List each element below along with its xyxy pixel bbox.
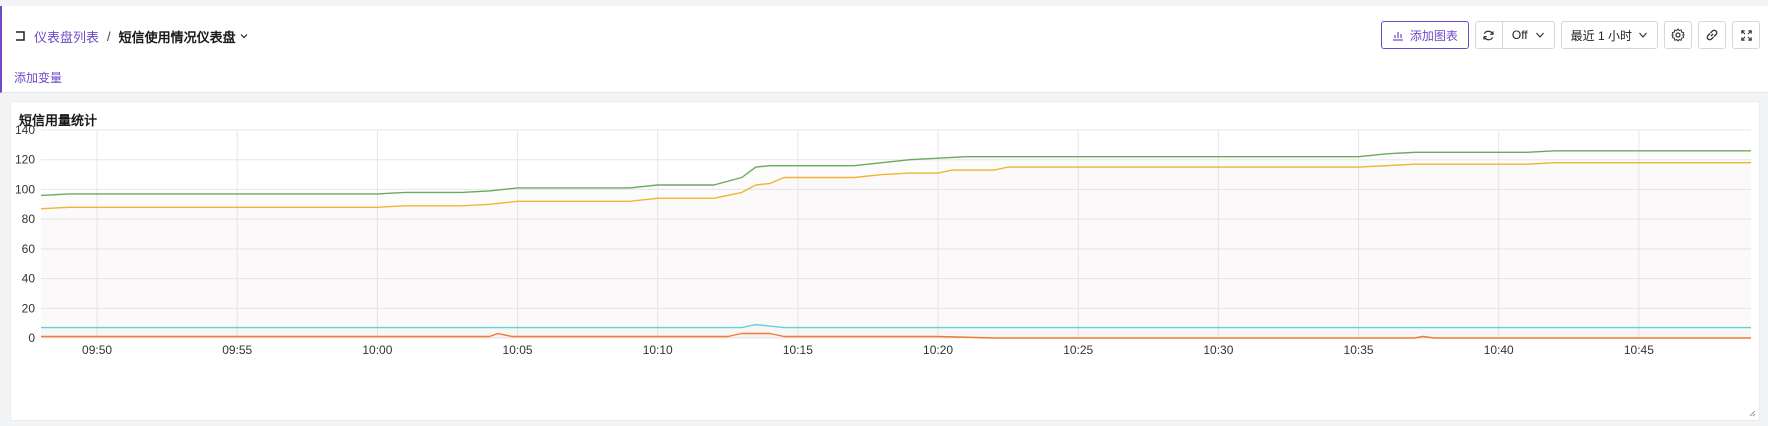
chevron-down-icon: [1639, 32, 1647, 38]
refresh-control: Off: [1474, 21, 1555, 49]
y-tick-label: 80: [22, 212, 36, 226]
x-tick-label: 10:30: [1203, 343, 1233, 357]
y-tick-label: 0: [28, 331, 35, 345]
add-chart-label: 添加图表: [1409, 28, 1458, 43]
y-tick-label: 20: [22, 301, 36, 315]
x-tick-label: 10:15: [783, 343, 813, 357]
y-tick-label: 60: [22, 242, 36, 256]
series-line: [41, 332, 1751, 339]
add-chart-button[interactable]: 添加图表: [1380, 21, 1469, 49]
share-link-button[interactable]: [1698, 21, 1726, 49]
chart-add-icon: [1392, 32, 1403, 41]
x-tick-label: 09:50: [82, 343, 112, 357]
toolbar: 添加图表 Off 最近 1 小时: [1380, 21, 1760, 49]
y-tick-label: 40: [22, 272, 36, 286]
link-icon: [1706, 29, 1718, 41]
add-variable-link[interactable]: 添加变量: [14, 71, 63, 85]
chart-title: 短信用量统计: [19, 113, 98, 128]
top-strip: [0, 0, 1768, 6]
x-tick-label: 10:45: [1624, 343, 1654, 357]
back-icon[interactable]: [14, 29, 28, 43]
dashboard-header: 仪表盘列表 / 短信使用情况仪表盘 添加变量 添加图表: [0, 6, 1768, 93]
x-tick-label: 10:10: [643, 343, 673, 357]
settings-icon: [1671, 28, 1685, 42]
settings-button[interactable]: [1664, 21, 1692, 49]
line-chart: 0 20 40 60 80 100 120 140 09:50 09:55 10:00 10:05 10…: [15, 123, 1751, 357]
series-line: [40, 150, 1751, 197]
chart-panel: 短信用量统计 0 20 40 60 80 100 120 140 09:50 09:55 10:00…: [10, 101, 1760, 421]
breadcrumb: 仪表盘列表 / 短信使用情况仪表盘: [14, 26, 249, 46]
refresh-button[interactable]: [1476, 22, 1503, 48]
x-tick-label: 10:00: [362, 343, 392, 357]
page-title: 短信使用情况仪表盘: [118, 29, 236, 45]
time-range-value: 最近 1 小时: [1570, 28, 1632, 43]
time-range-select[interactable]: 最近 1 小时: [1560, 21, 1658, 49]
series-line: [40, 162, 1751, 210]
fullscreen-button[interactable]: [1732, 21, 1760, 49]
refresh-interval-value: Off: [1511, 28, 1528, 42]
x-tick-label: 10:05: [503, 343, 533, 357]
series-area: [41, 150, 1751, 338]
breadcrumb-parent-link[interactable]: 仪表盘列表: [34, 29, 100, 45]
resize-handle-icon[interactable]: [1748, 409, 1756, 417]
x-tick-label: 09:55: [222, 343, 252, 357]
breadcrumb-separator: /: [107, 28, 111, 44]
y-tick-label: 140: [15, 123, 35, 137]
x-tick-label: 10:40: [1484, 343, 1514, 357]
fullscreen-icon: [1740, 29, 1752, 41]
series-line: [41, 323, 1751, 329]
refresh-interval-select[interactable]: Off: [1503, 22, 1554, 48]
refresh-icon: [1483, 30, 1494, 40]
x-tick-label: 10:35: [1344, 343, 1374, 357]
series-area: [41, 162, 1751, 338]
chevron-down-icon[interactable]: [239, 31, 249, 41]
x-tick-label: 10:20: [923, 343, 953, 357]
chevron-down-icon: [1535, 32, 1544, 38]
y-tick-label: 120: [15, 153, 35, 167]
x-tick-label: 10:25: [1063, 343, 1093, 357]
y-tick-label: 100: [15, 182, 35, 196]
